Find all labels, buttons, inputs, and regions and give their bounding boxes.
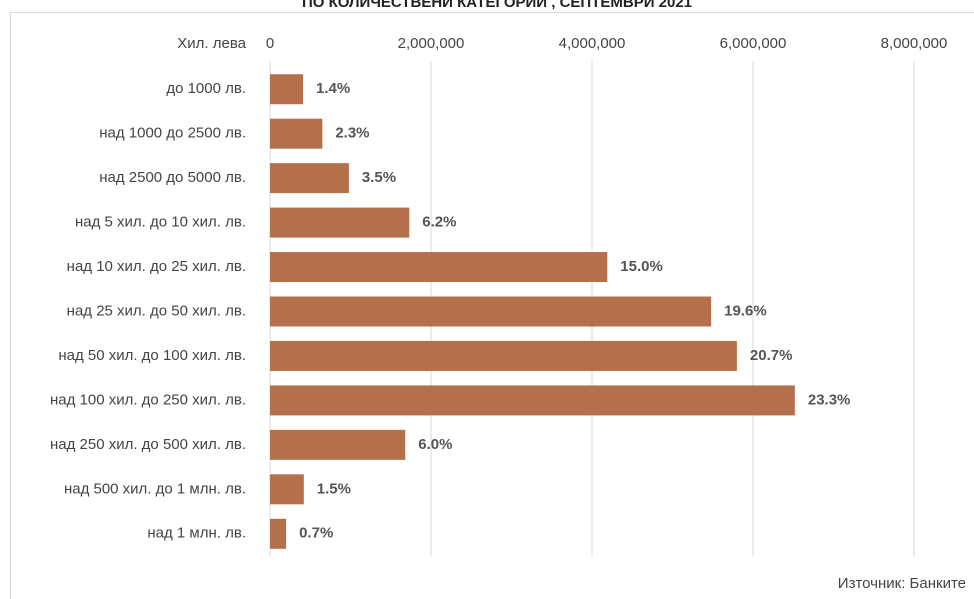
bar <box>270 252 608 283</box>
bar <box>270 163 349 194</box>
x-tick-label: 2,000,000 <box>398 35 465 52</box>
bar <box>270 207 410 238</box>
y-tick-label: над 5 хил. до 10 хил. лв. <box>75 214 246 231</box>
y-tick-label: до 1000 лв. <box>166 80 246 97</box>
y-tick-label: над 100 хил. до 250 хил. лв. <box>50 391 246 408</box>
bar <box>270 74 304 105</box>
y-tick-label: над 500 хил. до 1 млн. лв. <box>64 480 246 497</box>
y-tick-label: над 25 хил. до 50 хил. лв. <box>67 302 246 319</box>
y-tick-label: над 10 хил. до 25 хил. лв. <box>67 258 246 275</box>
x-tick-label: 6,000,000 <box>720 35 787 52</box>
data-label: 23.3% <box>808 391 851 408</box>
data-label: 2.3% <box>335 125 369 142</box>
bar <box>270 296 712 327</box>
bar <box>270 340 737 371</box>
data-label: 15.0% <box>620 258 663 275</box>
bar <box>270 518 287 549</box>
bar <box>270 385 795 416</box>
chart-frame <box>10 12 974 599</box>
data-label: 6.0% <box>418 436 452 453</box>
y-tick-label: над 2500 до 5000 лв. <box>99 169 246 186</box>
data-label: 1.5% <box>317 480 351 497</box>
data-label: 0.7% <box>299 525 333 542</box>
data-label: 3.5% <box>362 169 396 186</box>
data-label: 6.2% <box>422 214 456 231</box>
y-tick-label: над 250 хил. до 500 хил. лв. <box>50 436 246 453</box>
x-tick-label: 8,000,000 <box>881 35 948 52</box>
data-label: 1.4% <box>316 80 350 97</box>
y-tick-label: над 1000 до 2500 лв. <box>99 125 246 142</box>
y-tick-label: над 1 млн. лв. <box>147 525 246 542</box>
data-label: 20.7% <box>750 347 793 364</box>
x-tick-label: 0 <box>266 35 274 52</box>
chart-title: ПО КОЛИЧЕСТВЕНИ КАТЕГОРИИ , СЕПТЕМВРИ 20… <box>302 0 692 11</box>
bar <box>270 429 406 460</box>
bar <box>270 474 304 505</box>
axis-label: Хил. лева <box>177 35 246 52</box>
data-label: 19.6% <box>724 302 767 319</box>
x-tick-label: 4,000,000 <box>559 35 626 52</box>
source: Източник: Банките <box>838 575 966 592</box>
bar <box>270 118 323 149</box>
y-tick-label: над 50 хил. до 100 хил. лв. <box>58 347 246 364</box>
